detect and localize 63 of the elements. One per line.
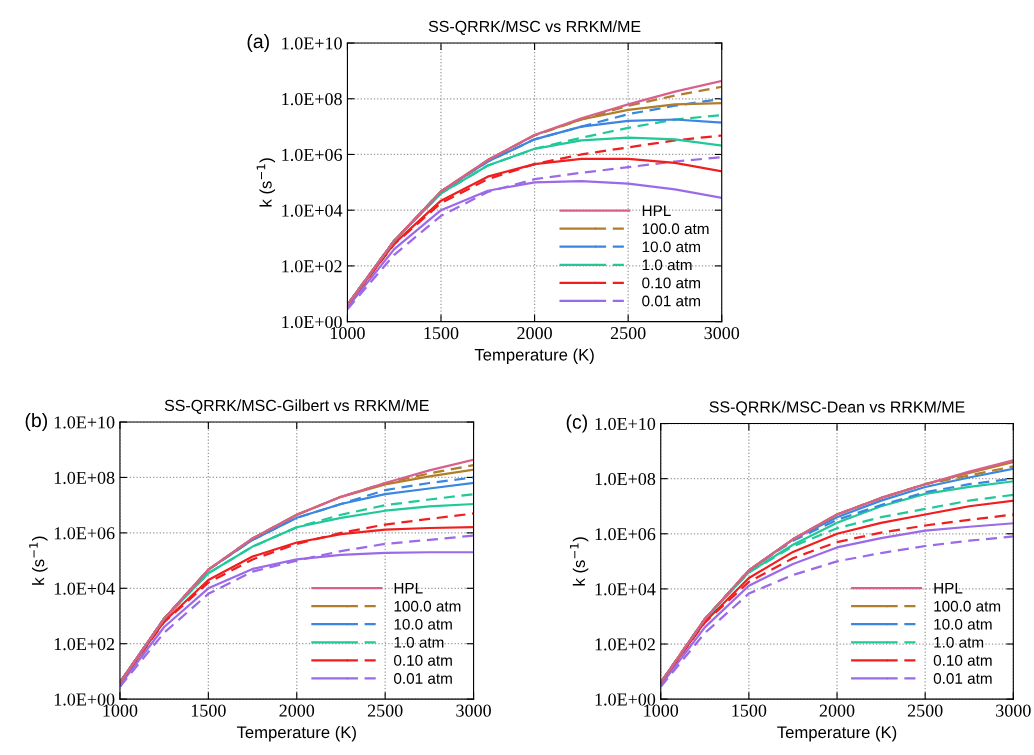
- legend-label: HPL: [642, 205, 671, 216]
- y-tick-label: 1.0E+04: [282, 204, 343, 217]
- legend-label: 0.10 atm: [642, 277, 701, 289]
- legend-label: 1.0 atm: [642, 259, 692, 271]
- chart-title: SS-QRRK/MSC-Dean vs RRKM/ME: [709, 400, 965, 416]
- y-axis-title: k (s$^{−1}$): [569, 537, 589, 586]
- y-tick-label: 1.0E+10: [54, 416, 115, 429]
- x-tick-label: 2000: [517, 327, 552, 340]
- y-tick-label: 1.0E+08: [282, 93, 342, 106]
- text: (b): [25, 412, 48, 432]
- y-tick-label: 1.0E+06: [54, 527, 115, 540]
- y-tick-label: 1.0E+02: [595, 638, 655, 651]
- y-axis-title: k (s$^{−1}$): [256, 158, 276, 207]
- legend-label: 0.10 atm: [394, 655, 452, 666]
- x-tick-label: 2500: [610, 327, 646, 340]
- y-tick-label: 1.0E+02: [54, 637, 115, 651]
- y-tick-label: 1.0E+02: [282, 260, 342, 273]
- x-tick-label: 2000: [279, 704, 315, 717]
- y-tick-label: 1.0E+00: [595, 693, 656, 706]
- legend-label: 1.0 atm: [934, 636, 984, 648]
- x-tick-label: 2000: [819, 704, 855, 717]
- text: (a): [247, 33, 269, 53]
- x-tick-label: 1000: [103, 704, 138, 717]
- y-tick-label: 1.0E+00: [54, 693, 115, 706]
- y-tick-label: 1.0E+10: [595, 417, 656, 431]
- y-tick-label: 1.0E+10: [282, 37, 342, 50]
- x-tick-label: 1000: [644, 704, 679, 717]
- y-tick-label: 1.0E+06: [595, 528, 656, 541]
- legend-label: 0.01 atm: [642, 295, 701, 307]
- y-tick-label: 1.0E+00: [282, 315, 342, 329]
- chart-title: SS-QRRK/MSC vs RRKM/ME: [428, 20, 641, 35]
- legend-label: 100.0 atm: [642, 223, 709, 235]
- y-axis-title: k (s$^{−1}$): [29, 536, 48, 585]
- x-tick-label: 1000: [330, 327, 365, 340]
- legend-label: 0.10 atm: [933, 655, 992, 666]
- y-tick-label: 1.0E+08: [595, 472, 656, 486]
- legend-label: 1.0 atm: [394, 636, 444, 648]
- legend-label: 100.0 atm: [934, 600, 1001, 612]
- y-tick-label: 1.0E+08: [54, 471, 115, 484]
- x-tick-label: 2500: [367, 704, 403, 717]
- chart-title: SS-QRRK/MSC-Gilbert vs RRKM/ME: [164, 399, 429, 414]
- y-tick-label: 1.0E+04: [595, 583, 656, 596]
- legend-label: 10.0 atm: [934, 618, 992, 630]
- x-tick-label: 3000: [704, 327, 740, 340]
- legend-label: HPL: [934, 582, 963, 594]
- legend-label: 0.01 atm: [394, 673, 452, 684]
- legend-label: 0.01 atm: [933, 673, 992, 684]
- x-axis-title: Temperature (K): [474, 348, 594, 364]
- y-tick-label: 1.0E+06: [282, 148, 343, 161]
- legend-label: 10.0 atm: [394, 618, 452, 630]
- x-tick-label: 1500: [424, 327, 459, 340]
- x-tick-label: 1500: [191, 704, 226, 717]
- x-tick-label: 3000: [456, 704, 491, 717]
- x-tick-label: 2500: [907, 704, 943, 717]
- y-tick-label: 1.0E+04: [54, 582, 115, 595]
- x-tick-label: 3000: [996, 704, 1031, 717]
- x-tick-label: 1500: [732, 704, 767, 717]
- x-axis-title: Temperature (K): [777, 725, 897, 742]
- legend-label: 10.0 atm: [642, 241, 701, 253]
- text: (c): [566, 414, 587, 433]
- legend-label: HPL: [394, 582, 423, 594]
- legend-label: 100.0 atm: [394, 600, 461, 612]
- x-axis-title: Temperature (K): [236, 725, 356, 742]
